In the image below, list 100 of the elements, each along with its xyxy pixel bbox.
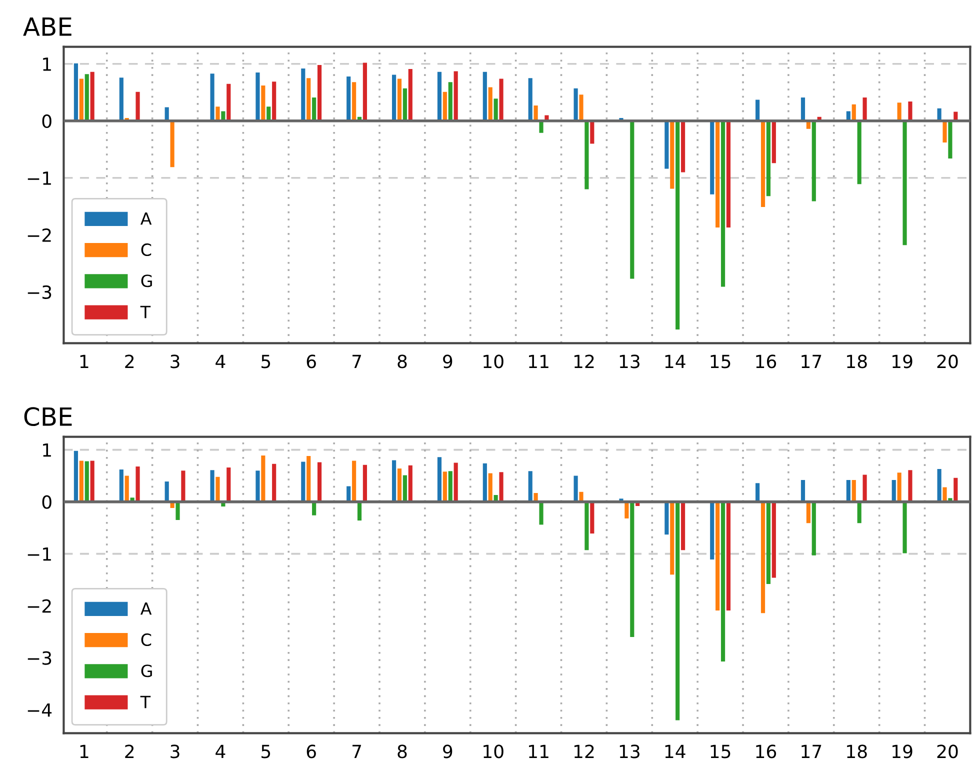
bar	[760, 120, 766, 207]
bar	[857, 502, 862, 524]
x-tick-label: 3	[170, 744, 180, 758]
bar	[908, 470, 912, 502]
bar	[124, 476, 129, 502]
bar	[454, 71, 458, 121]
bar	[488, 473, 492, 502]
y-tick-label: −1	[28, 172, 51, 185]
y-tick-label: 1	[43, 443, 51, 457]
bar	[352, 460, 356, 502]
x-tick-label: 8	[398, 744, 407, 758]
bar	[676, 120, 680, 330]
legend-label: C	[141, 243, 152, 256]
x-tick-label: 18	[847, 354, 867, 368]
x-tick-label: 2	[125, 744, 134, 758]
bar	[136, 92, 140, 121]
bar	[942, 487, 947, 502]
bar	[216, 476, 220, 502]
bar	[897, 472, 902, 502]
x-tick-label: 18	[847, 744, 867, 758]
bar	[892, 480, 896, 502]
bar	[772, 120, 776, 164]
bar	[812, 502, 816, 556]
bar	[437, 72, 442, 121]
bar	[716, 120, 720, 228]
bar	[772, 502, 776, 578]
y-tick-label: −2	[28, 599, 51, 613]
x-tick-label: 8	[398, 354, 407, 368]
x-tick-label: 10	[484, 744, 504, 758]
bar	[256, 470, 260, 502]
bar	[136, 466, 140, 502]
bar	[402, 475, 407, 502]
bar	[590, 120, 594, 144]
bar	[862, 474, 867, 502]
bar	[630, 120, 634, 279]
bar	[664, 120, 669, 169]
x-tick-label: 13	[620, 744, 640, 758]
bar	[499, 472, 504, 502]
legend-label: A	[140, 602, 152, 615]
bar	[454, 462, 458, 502]
x-tick-label: 5	[262, 744, 270, 758]
bar	[392, 460, 396, 502]
bar	[726, 502, 731, 610]
bar	[261, 456, 266, 502]
bar	[680, 120, 686, 172]
bar	[766, 502, 770, 584]
x-tick-label: 12	[574, 354, 594, 368]
bar	[528, 471, 532, 502]
bar	[852, 480, 856, 502]
bar	[346, 76, 351, 121]
bar	[357, 502, 362, 521]
bar	[397, 468, 402, 502]
bar	[317, 65, 322, 121]
bar	[857, 120, 862, 184]
bar	[312, 502, 316, 516]
bar	[272, 464, 276, 502]
x-tick-label: 1	[80, 744, 88, 758]
bar	[539, 502, 544, 525]
x-tick-label: 14	[665, 744, 686, 758]
bar	[272, 82, 276, 121]
bar	[760, 502, 766, 614]
bar	[590, 502, 594, 534]
bar	[119, 470, 124, 502]
bar	[494, 98, 498, 121]
legend-label: A	[140, 212, 152, 225]
bar	[716, 502, 720, 610]
bar	[528, 78, 532, 121]
bar	[482, 72, 487, 121]
bar	[812, 120, 816, 202]
bar	[74, 63, 78, 121]
bar	[670, 120, 674, 189]
y-tick-label: 0	[42, 495, 52, 509]
x-tick-label: 9	[443, 744, 452, 758]
bar	[306, 456, 311, 502]
bar	[442, 92, 447, 121]
bar	[584, 120, 589, 190]
x-tick-label: 17	[802, 744, 822, 758]
bar	[908, 102, 912, 121]
bar	[74, 450, 78, 502]
bar	[488, 87, 492, 121]
bar	[362, 62, 368, 121]
bar	[584, 502, 589, 550]
bar	[846, 480, 850, 502]
bar	[442, 472, 447, 502]
x-tick-label: 15	[710, 744, 730, 758]
bar	[756, 483, 760, 502]
bar	[90, 72, 94, 121]
bar	[256, 72, 260, 121]
y-tick-label: 1	[43, 58, 51, 71]
bar	[119, 78, 124, 121]
x-tick-label: 12	[574, 744, 594, 758]
bar	[954, 478, 958, 502]
bar	[897, 102, 902, 121]
bar	[84, 74, 89, 121]
legend-label: C	[141, 633, 152, 646]
bar	[766, 120, 770, 196]
x-tick-label: 19	[892, 744, 912, 758]
bar	[710, 502, 714, 560]
bar	[408, 465, 412, 502]
bar	[720, 120, 726, 287]
